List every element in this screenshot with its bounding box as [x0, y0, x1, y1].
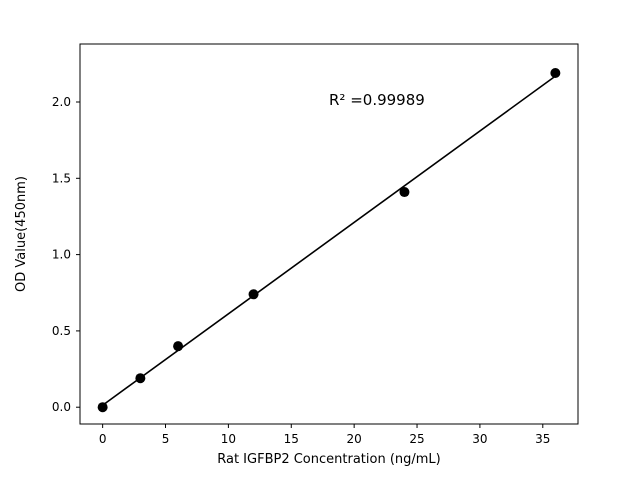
x-tick-label: 25: [409, 432, 424, 446]
x-tick-label: 0: [99, 432, 107, 446]
y-tick-label: 1.5: [52, 171, 71, 185]
data-point: [399, 187, 410, 198]
axes-frame: [79, 43, 579, 425]
r-squared-annotation: R² =0.99989: [329, 91, 425, 109]
x-tick-label: 10: [221, 432, 236, 446]
fit-line: [101, 75, 557, 407]
x-tick-label: 15: [284, 432, 299, 446]
data-point: [550, 67, 561, 78]
x-tick-label: 5: [162, 432, 170, 446]
x-tick-label: 20: [347, 432, 362, 446]
y-tick-label: 0.5: [52, 324, 71, 338]
x-tick-label: 35: [535, 432, 550, 446]
x-axis-label: Rat IGFBP2 Concentration (ng/mL): [217, 452, 441, 467]
y-tick-label: 1.0: [52, 248, 71, 262]
data-point: [97, 402, 108, 413]
data-point: [173, 341, 184, 352]
data-point: [248, 289, 259, 300]
y-tick-label: 2.0: [52, 95, 71, 109]
data-point: [135, 373, 146, 384]
y-tick-label: 0.0: [52, 400, 71, 414]
x-tick-label: 30: [472, 432, 487, 446]
y-axis-label: OD Value(450nm): [14, 176, 29, 292]
